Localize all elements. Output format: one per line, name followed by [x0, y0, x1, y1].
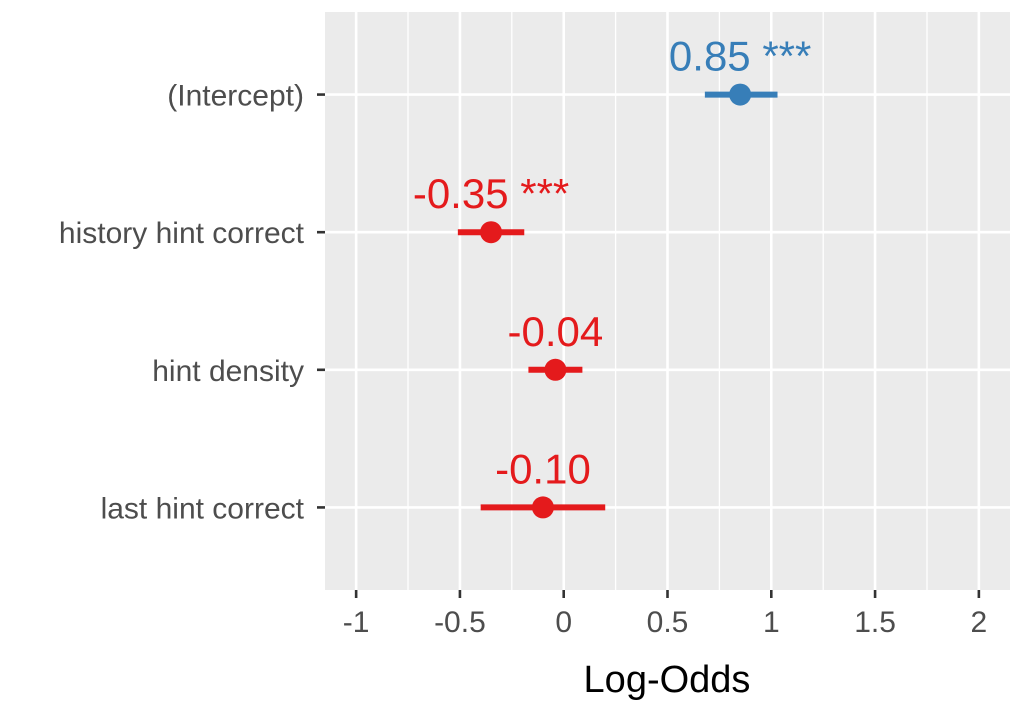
minor-gridlines	[407, 12, 928, 590]
y-tick-label: last hint correct	[101, 492, 305, 525]
x-tick-label: 0.5	[647, 606, 689, 639]
value-label: 0.85 ***	[669, 33, 811, 80]
estimate-point	[544, 358, 567, 381]
value-label: -0.35 ***	[413, 170, 569, 217]
x-tick-label: -1	[343, 606, 370, 639]
estimate-point	[480, 221, 503, 244]
value-label: -0.04	[508, 308, 604, 355]
x-axis-title: Log-Odds	[584, 659, 751, 701]
x-axis: -1 -0.5 0 0.5 1 1.5 2	[343, 590, 987, 639]
x-tick-label: 1	[763, 606, 780, 639]
x-tick-label: -0.5	[434, 606, 486, 639]
y-tick-label: history hint correct	[59, 217, 305, 250]
value-label: -0.10	[495, 445, 591, 492]
y-tick-label: (Intercept)	[167, 80, 304, 113]
data-marks: 0.85 *** -0.35 *** -0.04 -0.10	[413, 33, 811, 519]
x-tick-label: 0	[555, 606, 572, 639]
x-tick-label: 2	[971, 606, 988, 639]
major-gridlines	[325, 12, 1010, 590]
y-axis: (Intercept) history hint correct hint dens…	[59, 80, 325, 525]
y-tick-label: hint density	[152, 355, 304, 388]
x-tick-label: 1.5	[854, 606, 896, 639]
estimate-point	[531, 496, 554, 519]
estimate-point	[729, 83, 752, 106]
